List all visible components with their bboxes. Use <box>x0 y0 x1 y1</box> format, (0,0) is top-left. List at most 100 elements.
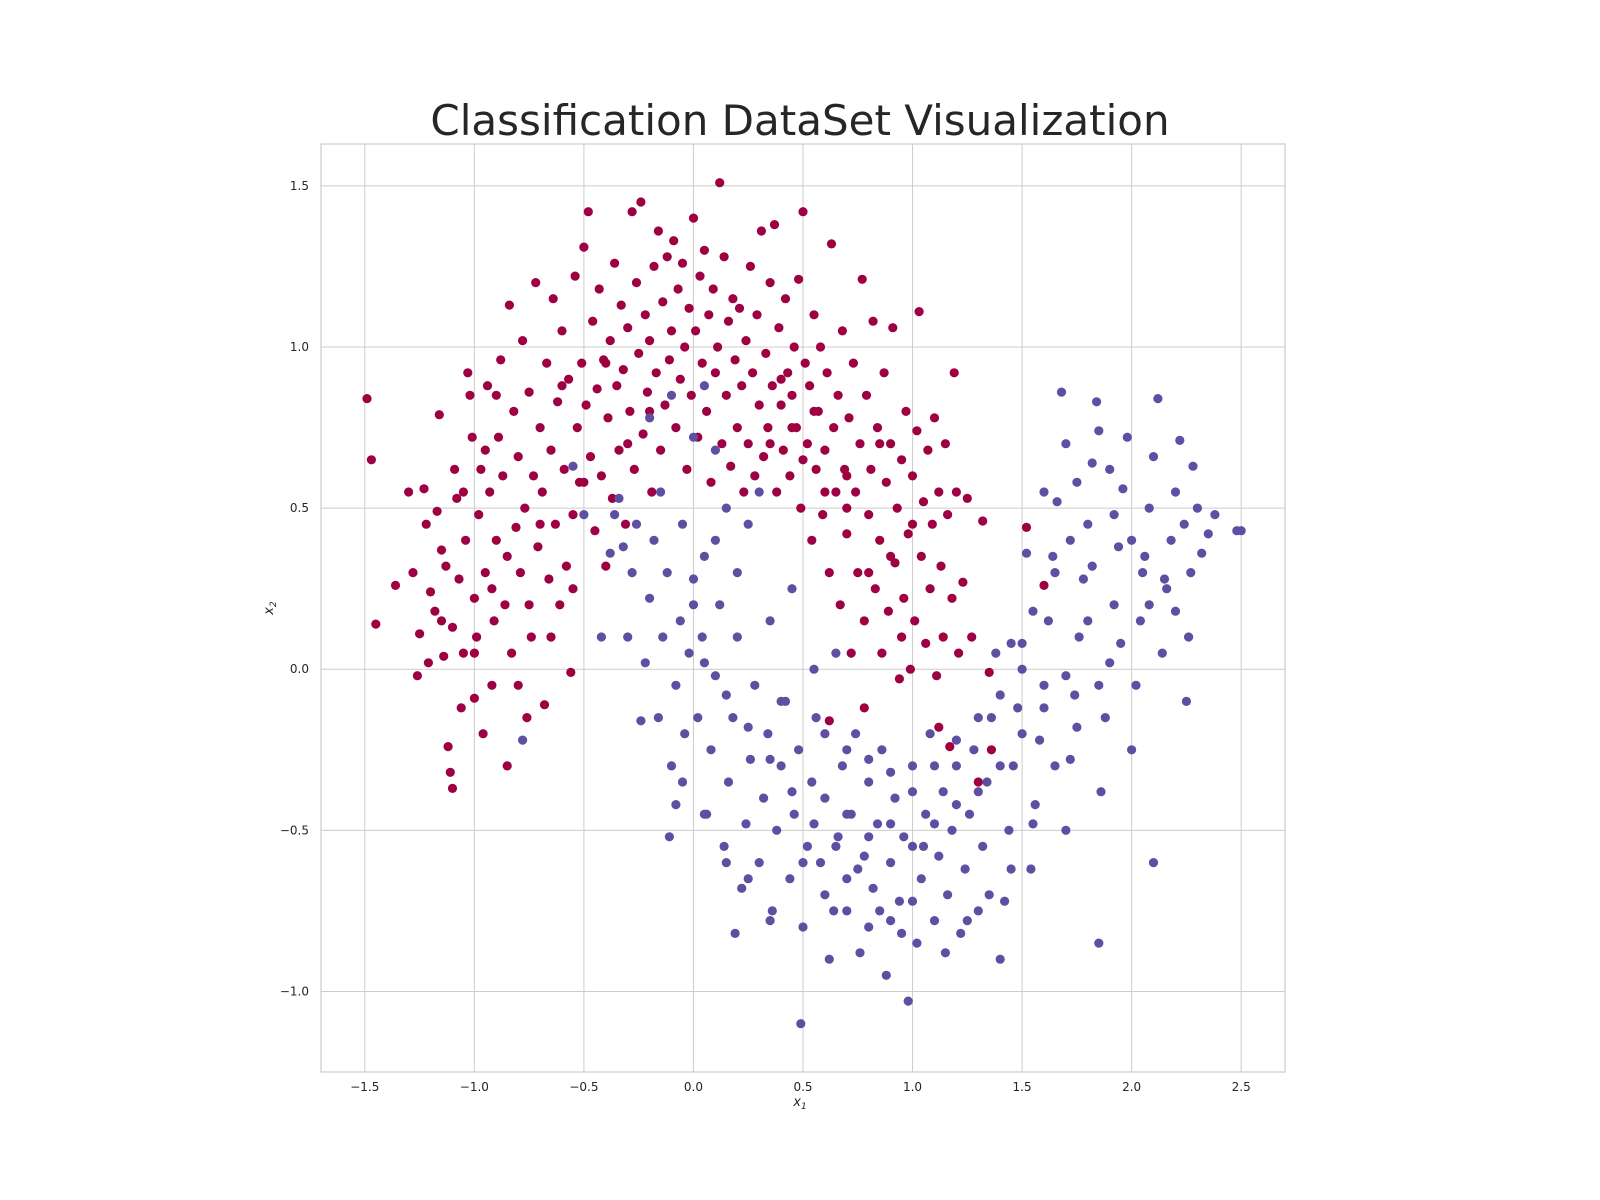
data-point-class-0 <box>756 226 767 236</box>
data-point-class-0 <box>798 455 808 465</box>
data-point-class-0 <box>697 358 707 368</box>
x-tick-label: 0.0 <box>684 1080 703 1094</box>
data-point-class-1 <box>723 777 734 787</box>
data-point-class-1 <box>837 761 848 771</box>
data-point-class-0 <box>978 516 988 526</box>
data-point-class-1 <box>741 819 751 829</box>
data-point-class-0 <box>465 390 475 400</box>
data-point-class-1 <box>886 916 896 926</box>
data-point-class-0 <box>656 445 666 455</box>
data-point-class-1 <box>929 819 940 829</box>
data-point-class-0 <box>491 390 501 400</box>
data-point-class-1 <box>809 819 819 829</box>
data-point-class-0 <box>537 487 547 497</box>
data-point-class-1 <box>859 851 869 861</box>
data-point-class-0 <box>710 368 721 378</box>
y-tick-label: −0.5 <box>280 823 309 837</box>
data-point-class-1 <box>1131 680 1141 690</box>
data-point-class-0 <box>463 368 473 378</box>
data-point-class-0 <box>680 342 690 352</box>
data-point-class-0 <box>651 368 661 378</box>
data-point-class-0 <box>550 519 561 529</box>
data-point-class-0 <box>851 487 861 497</box>
data-point-class-0 <box>513 452 523 462</box>
data-point-class-0 <box>907 519 918 529</box>
data-point-class-0 <box>546 445 556 455</box>
data-point-class-0 <box>842 471 852 481</box>
data-point-class-1 <box>929 916 940 926</box>
data-point-class-1 <box>956 928 966 939</box>
data-point-class-1 <box>568 461 578 471</box>
data-point-class-0 <box>910 616 920 626</box>
data-point-class-1 <box>1070 690 1080 700</box>
data-point-class-1 <box>831 841 841 852</box>
data-point-class-0 <box>809 310 819 320</box>
data-point-class-1 <box>918 841 929 852</box>
data-point-class-0 <box>561 561 572 571</box>
data-point-class-1 <box>636 716 646 726</box>
data-point-class-0 <box>436 616 447 626</box>
data-point-class-1 <box>916 874 926 884</box>
data-point-class-1 <box>1157 648 1167 658</box>
data-point-class-0 <box>734 303 745 313</box>
grid <box>321 144 1285 1072</box>
data-point-class-0 <box>568 584 578 594</box>
data-point-class-1 <box>1072 477 1082 487</box>
data-point-class-0 <box>967 632 977 642</box>
data-point-class-0 <box>903 529 913 539</box>
data-point-class-0 <box>649 261 659 271</box>
data-point-class-1 <box>1105 464 1115 474</box>
data-point-class-1 <box>1127 745 1137 755</box>
data-point-class-0 <box>776 374 786 384</box>
data-point-class-0 <box>824 568 834 578</box>
data-point-class-0 <box>590 526 600 536</box>
data-point-class-1 <box>745 754 756 765</box>
data-point-class-0 <box>485 487 495 497</box>
data-point-class-1 <box>765 754 775 765</box>
data-point-class-1 <box>631 519 642 529</box>
data-point-class-1 <box>807 777 817 787</box>
data-point-class-0 <box>408 568 418 578</box>
data-point-class-1 <box>728 713 738 723</box>
data-point-class-0 <box>853 568 863 578</box>
data-point-class-1 <box>1052 497 1062 507</box>
data-point-class-0 <box>522 713 532 723</box>
data-point-class-1 <box>960 864 970 874</box>
data-point-class-0 <box>706 477 716 487</box>
data-point-class-1 <box>1144 503 1154 513</box>
data-point-class-1 <box>680 729 690 739</box>
data-point-class-0 <box>820 445 830 455</box>
data-point-class-1 <box>719 841 729 852</box>
data-point-class-0 <box>524 600 534 610</box>
data-point-class-0 <box>658 297 668 307</box>
data-point-class-0 <box>634 348 644 358</box>
data-point-class-1 <box>684 648 694 658</box>
data-point-class-0 <box>907 471 918 481</box>
data-point-class-1 <box>912 938 922 948</box>
data-point-class-0 <box>761 348 771 358</box>
y-tick-label: 1.5 <box>290 179 309 193</box>
data-point-class-1 <box>962 916 972 926</box>
data-point-class-1 <box>699 551 710 562</box>
data-point-class-0 <box>371 619 381 629</box>
data-point-class-0 <box>811 464 821 474</box>
data-point-class-1 <box>995 761 1005 771</box>
data-point-class-1 <box>842 906 852 916</box>
data-point-class-0 <box>588 316 598 326</box>
x-tick-label: 1.0 <box>903 1080 922 1094</box>
data-points <box>362 178 1246 1029</box>
y-tick-label: 1.0 <box>290 340 309 354</box>
data-point-class-0 <box>645 406 655 416</box>
data-point-class-0 <box>583 207 593 217</box>
data-point-class-1 <box>907 761 918 771</box>
data-point-class-0 <box>962 493 972 503</box>
data-point-class-1 <box>824 954 834 964</box>
data-point-class-1 <box>864 754 874 765</box>
data-point-class-0 <box>669 236 679 246</box>
data-point-class-1 <box>943 890 953 900</box>
data-point-class-0 <box>445 767 455 777</box>
data-point-class-0 <box>675 374 685 384</box>
data-point-class-1 <box>842 745 852 755</box>
data-point-class-0 <box>557 381 567 391</box>
data-point-class-0 <box>425 587 436 597</box>
